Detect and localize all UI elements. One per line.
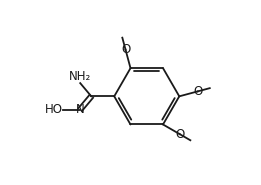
- Text: O: O: [193, 85, 202, 98]
- Text: NH₂: NH₂: [69, 70, 91, 83]
- Text: O: O: [175, 127, 184, 141]
- Text: N: N: [76, 103, 85, 116]
- Text: HO: HO: [45, 103, 63, 116]
- Text: O: O: [121, 43, 130, 56]
